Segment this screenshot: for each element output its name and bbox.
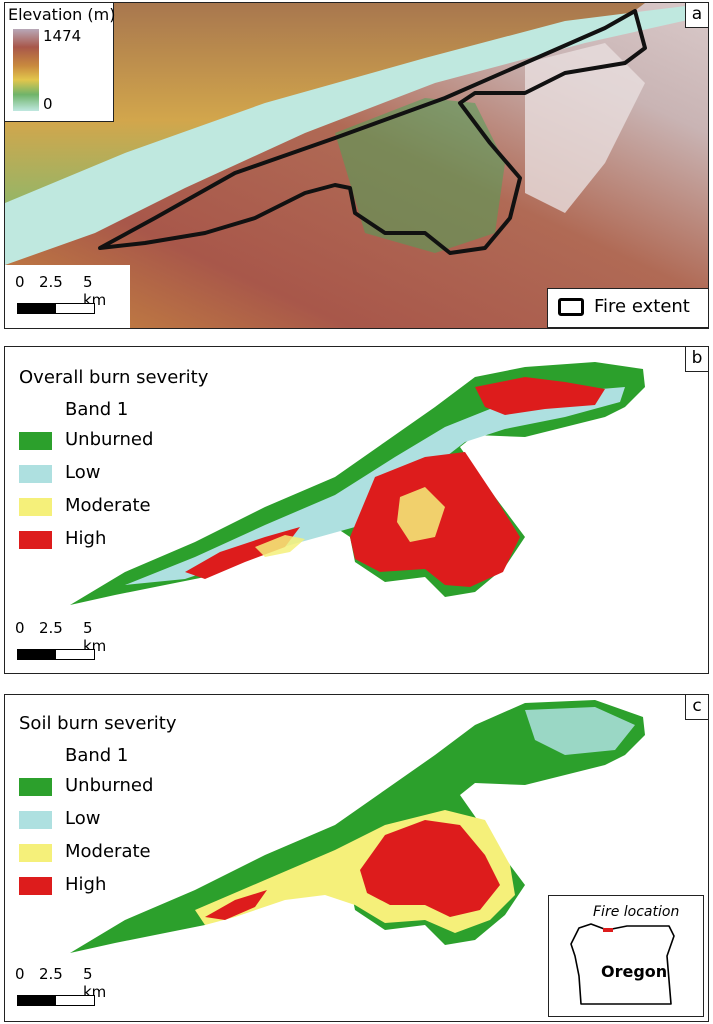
swatch-moderate [19,498,52,516]
scale-segment-black [17,649,57,660]
fire-extent-label: Fire extent [594,296,690,317]
high-severity-west [185,527,300,579]
scale-tick-0: 0 [15,619,25,637]
elevation-max-label: 1474 [43,27,82,45]
high-severity-east [475,377,605,415]
scale-tick-0: 0 [15,273,25,291]
legend-label-high: High [65,528,107,549]
high-severity-core [360,820,500,917]
scale-bar-a: 0 2.5 5 km [13,273,113,321]
legend-label-high: High [65,874,107,895]
overall-burn-severity-panel: b Overall burn severity Band 1 Unburned … [4,346,709,674]
north-slopes [5,3,645,238]
soil-burn-severity-panel: c Soil burn severity Band 1 Unburned Low… [4,694,709,1022]
moderate-severity-patch [397,487,445,542]
elevation-min-label: 0 [43,95,53,113]
legend-title: Soil burn severity [19,713,177,734]
legend-title: Overall burn severity [19,367,209,388]
elevation-map-panel: Elevation (m) 1474 0 a 0 2.5 5 km Fire e… [4,2,709,329]
swatch-low [19,811,52,829]
elevation-legend: Elevation (m) 1474 0 [5,3,116,122]
swatch-low [19,465,52,483]
river [5,3,708,265]
panel-label-b: b [685,347,708,372]
fire-extent-outline [98,9,647,255]
moderate-severity-west [255,535,305,557]
scale-segment-white [55,649,95,660]
legend-label-moderate: Moderate [65,495,151,516]
scale-segment-white [55,995,95,1006]
fire-extent-swatch [558,298,584,316]
scale-segment-black [17,995,57,1006]
oregon-outline [570,923,675,1005]
legend-band: Band 1 [65,745,129,766]
swatch-high [19,877,52,895]
legend-label-moderate: Moderate [65,841,151,862]
fire-location-caption: Fire location [593,904,680,920]
soil-burn-severity-map [70,700,645,953]
swatch-high [19,531,52,549]
scale-segment-white [55,303,95,314]
swatch-unburned [19,432,52,450]
high-peaks [525,43,645,213]
oregon-locator-inset: Fire location Oregon [548,895,704,1017]
overall-burn-severity-map [70,362,645,605]
low-severity-area [525,707,635,755]
scale-tick-2-5: 2.5 [39,619,63,637]
elevation-color-ramp [13,29,39,111]
legend-label-unburned: Unburned [65,775,154,796]
scale-bar-b: 0 2.5 5 km [13,619,113,667]
legend-label-low: Low [65,808,101,829]
scale-bar-c: 0 2.5 5 km [13,965,113,1013]
valley-vegetation [335,98,505,253]
state-label: Oregon [601,962,668,981]
scale-bar-background [5,265,130,328]
legend-band: Band 1 [65,399,129,420]
swatch-unburned [19,778,52,796]
legend-label-low: Low [65,462,101,483]
high-severity-west [205,890,267,920]
scale-tick-2-5: 2.5 [39,965,63,983]
scale-tick-2-5: 2.5 [39,273,63,291]
panel-label-a: a [685,3,708,28]
fire-extent-legend: Fire extent [547,288,708,328]
swatch-moderate [19,844,52,862]
legend-label-unburned: Unburned [65,429,154,450]
panel-label-c: c [685,695,708,720]
scale-tick-0: 0 [15,965,25,983]
elevation-legend-title: Elevation (m) [8,5,116,24]
scale-segment-black [17,303,57,314]
